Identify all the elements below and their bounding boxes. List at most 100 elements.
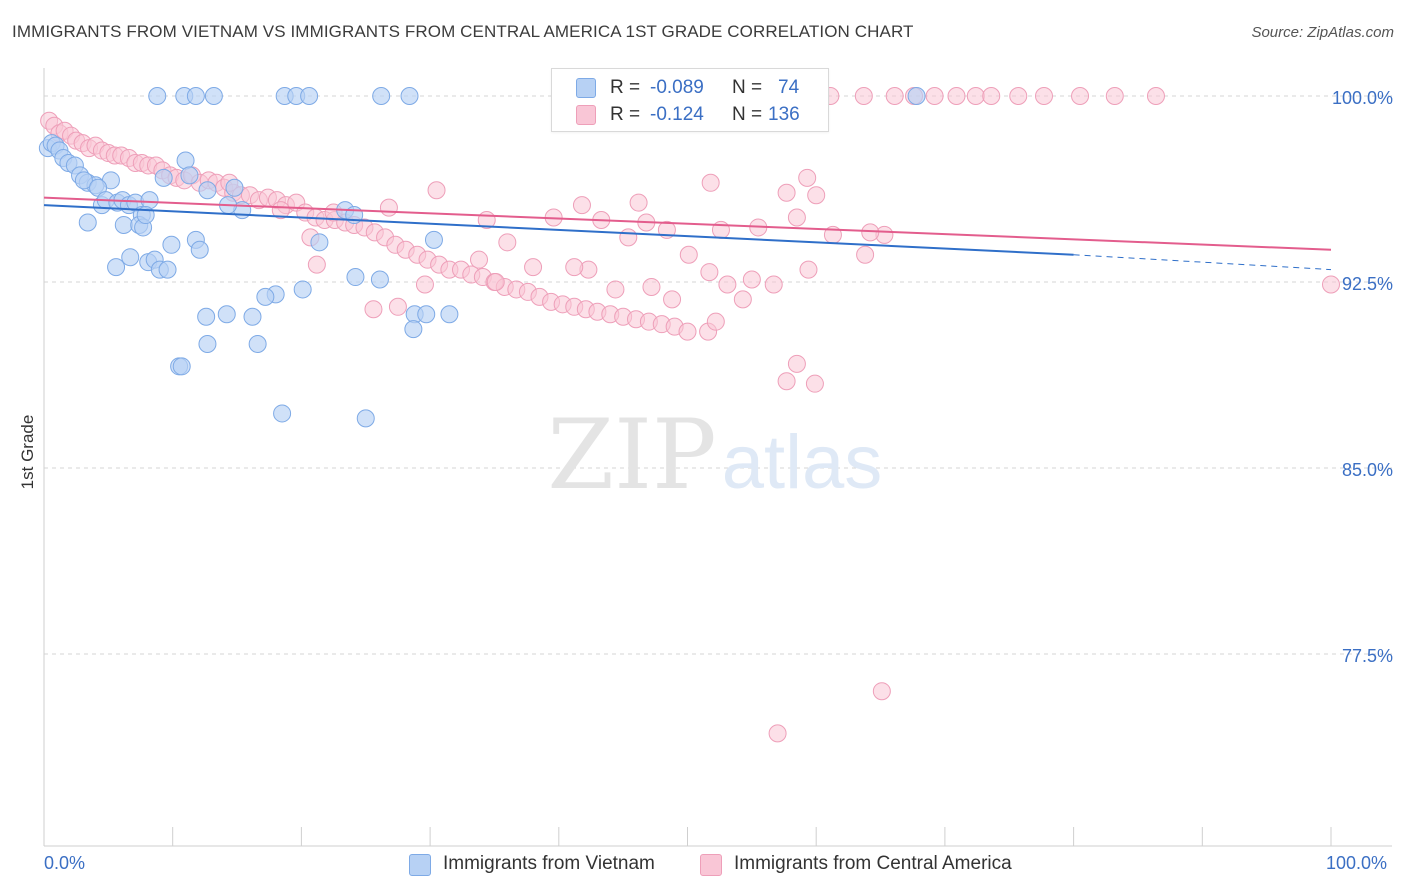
- central-america-points: [40, 87, 1340, 743]
- central-america-r-value: -0.124: [650, 104, 704, 125]
- vietnam-point-52: [440, 305, 459, 324]
- central-america-point-81: [798, 168, 817, 187]
- central-america-point-133: [486, 273, 505, 291]
- central-america-point-70: [572, 196, 591, 215]
- vietnam-point-53: [404, 320, 423, 339]
- vietnam-point-65: [204, 87, 223, 105]
- central-america-point-123: [718, 275, 737, 294]
- x-axis-min-label: 0.0%: [44, 853, 86, 873]
- central-america-point-130: [606, 280, 625, 299]
- vietnam-point-48: [256, 287, 275, 306]
- vietnam-legend-label: Immigrants from Vietnam: [443, 853, 655, 874]
- central-america-point-127: [470, 250, 489, 269]
- vietnam-point-56: [248, 335, 267, 353]
- central-america-point-83: [856, 245, 875, 264]
- watermark-atlas: atlas: [722, 420, 883, 505]
- central-america-point-110: [1146, 87, 1165, 105]
- vietnam-point-71: [907, 87, 926, 105]
- vietnam-point-57: [198, 335, 217, 353]
- central-america-point-100: [885, 87, 904, 105]
- central-america-point-119: [498, 233, 517, 252]
- legend-n-label: N =: [732, 77, 763, 98]
- vietnam-point-45: [346, 268, 365, 287]
- vietnam-point-21: [114, 215, 133, 234]
- central-america-point-122: [642, 277, 661, 296]
- central-america-point-90: [787, 354, 806, 373]
- central-america-point-115: [379, 198, 398, 217]
- vietnam-points: [38, 87, 926, 428]
- vietnam-point-37: [198, 181, 217, 200]
- central-america-point-125: [768, 724, 787, 743]
- vietnam-point-33: [190, 240, 209, 259]
- vietnam-trend-line: [43, 204, 1074, 256]
- correlation-legend: R = -0.089 N = 74 R = -0.124 N = 136: [551, 68, 829, 132]
- central-america-point-135: [663, 290, 682, 309]
- central-america-point-132: [307, 255, 326, 274]
- central-america-point-104: [966, 87, 985, 105]
- central-america-legend-swatch: [700, 854, 722, 876]
- watermark-zip: ZIP: [547, 399, 716, 511]
- central-america-point-117: [271, 201, 290, 220]
- central-america-point-79: [787, 208, 806, 227]
- vietnam-point-59: [172, 357, 191, 376]
- central-america-point-87: [733, 290, 752, 309]
- y-tick-label-3: 100.0%: [1332, 88, 1393, 108]
- central-america-point-86: [700, 263, 719, 282]
- central-america-point-124: [872, 682, 891, 701]
- central-america-point-91: [805, 374, 824, 393]
- vietnam-point-70: [400, 87, 419, 105]
- central-america-point-107: [1034, 87, 1053, 105]
- vietnam-point-43: [424, 230, 443, 249]
- grid-lines: [44, 95, 1392, 655]
- vietnam-point-19: [140, 191, 159, 210]
- vietnam-point-51: [417, 305, 436, 324]
- vietnam-legend-swatch: [409, 854, 431, 876]
- central-america-point-99: [854, 87, 873, 105]
- vietnam-point-25: [107, 258, 126, 277]
- central-america-point-102: [925, 87, 944, 105]
- vietnam-swatch: [576, 78, 596, 98]
- legend-n-label: N =: [732, 104, 763, 125]
- vietnam-point-55: [243, 307, 262, 326]
- central-america-trend-line: [43, 196, 1332, 251]
- vietnam-trend-extension: [1073, 254, 1332, 271]
- zipatlas-watermark: ZIP atlas: [547, 399, 882, 511]
- chart-title: IMMIGRANTS FROM VIETNAM VS IMMIGRANTS FR…: [12, 22, 914, 41]
- vietnam-point-68: [300, 87, 319, 105]
- central-america-point-93: [706, 312, 725, 331]
- vietnam-point-31: [162, 235, 181, 254]
- central-america-point-113: [861, 223, 880, 242]
- central-america-point-111: [1322, 275, 1340, 294]
- vietnam-point-69: [372, 87, 391, 105]
- central-america-point-134: [565, 258, 584, 277]
- vietnam-point-34: [176, 151, 195, 170]
- y-tick-labels: 77.5% 85.0% 92.5% 100.0%: [1332, 88, 1393, 666]
- vietnam-point-60: [273, 404, 292, 423]
- vietnam-point-49: [217, 305, 236, 324]
- central-america-point-131: [415, 275, 434, 294]
- central-america-point-88: [764, 275, 783, 294]
- y-tick-label-0: 77.5%: [1342, 646, 1393, 666]
- central-america-point-128: [364, 300, 383, 319]
- vietnam-point-54: [197, 307, 216, 326]
- central-america-point-80: [807, 186, 826, 205]
- central-america-point-126: [388, 297, 407, 316]
- central-america-point-72: [619, 228, 638, 247]
- central-america-point-108: [1071, 87, 1090, 105]
- vietnam-point-38: [225, 178, 244, 197]
- central-america-n-value: 136: [768, 104, 800, 125]
- vietnam-point-62: [148, 87, 167, 105]
- legend-r-label: R =: [610, 77, 641, 98]
- y-tick-label-2: 92.5%: [1342, 274, 1393, 294]
- y-tick-label-1: 85.0%: [1342, 460, 1393, 480]
- vietnam-point-35: [180, 166, 199, 185]
- vietnam-point-26: [121, 248, 140, 267]
- trend-lines: [43, 196, 1332, 271]
- legend-r-label: R =: [610, 104, 641, 125]
- vietnam-point-41: [310, 233, 329, 252]
- vietnam-point-10: [74, 171, 93, 190]
- x-axis-max-label: 100.0%: [1326, 853, 1388, 873]
- central-america-point-112: [799, 260, 818, 279]
- central-america-point-94: [701, 173, 720, 192]
